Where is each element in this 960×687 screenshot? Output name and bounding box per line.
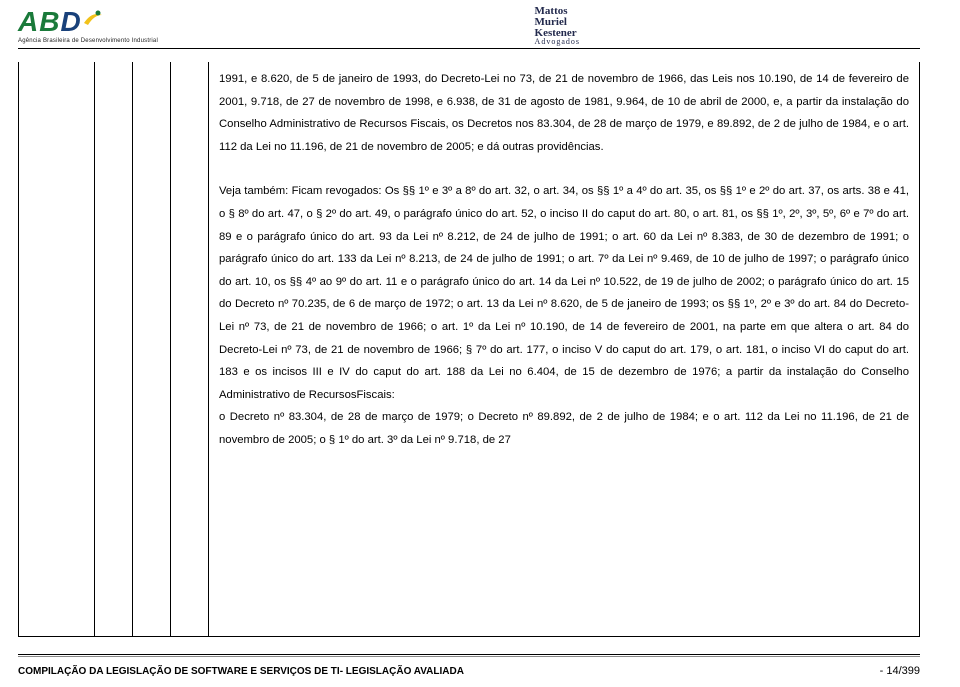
para-spacer (219, 158, 909, 180)
abdi-b: B (39, 6, 60, 37)
footer-rule (18, 654, 920, 657)
footer-page: - 14/399 (880, 665, 920, 677)
footer-title: COMPILAÇÃO DA LEGISLAÇÃO DE SOFTWARE E S… (18, 666, 464, 677)
col-2 (95, 62, 133, 636)
content-table: 1991, e 8.620, de 5 de janeiro de 1993, … (18, 62, 920, 637)
para-3: o Decreto nº 83.304, de 28 de março de 1… (219, 406, 909, 451)
page-body: 1991, e 8.620, de 5 de janeiro de 1993, … (18, 62, 920, 637)
abdi-logo: ABD Agência Brasileira de Desenvolviment… (18, 6, 158, 62)
col-3 (133, 62, 171, 636)
col-4 (171, 62, 209, 636)
abdi-a: A (18, 6, 39, 37)
header-rule (18, 48, 920, 49)
abdi-swoosh-icon (82, 9, 102, 27)
abdi-mark: ABD (18, 6, 102, 38)
para-1: 1991, e 8.620, de 5 de janeiro de 1993, … (219, 68, 909, 158)
mmk-logo: Mattos Muriel Kestener Advogados (535, 6, 580, 62)
para-2: Veja também: Ficam revogados: Os §§ 1º e… (219, 180, 909, 406)
content-cell: 1991, e 8.620, de 5 de janeiro de 1993, … (209, 62, 919, 636)
mmk-adv: Advogados (535, 38, 580, 46)
abdi-text: ABD (18, 6, 82, 38)
abdi-d: D (60, 6, 81, 37)
col-1 (19, 62, 95, 636)
content-text: 1991, e 8.620, de 5 de janeiro de 1993, … (219, 68, 909, 452)
page-header: ABD Agência Brasileira de Desenvolviment… (0, 0, 960, 62)
abdi-subtitle: Agência Brasileira de Desenvolvimento In… (18, 38, 158, 44)
page-footer: COMPILAÇÃO DA LEGISLAÇÃO DE SOFTWARE E S… (18, 665, 920, 677)
